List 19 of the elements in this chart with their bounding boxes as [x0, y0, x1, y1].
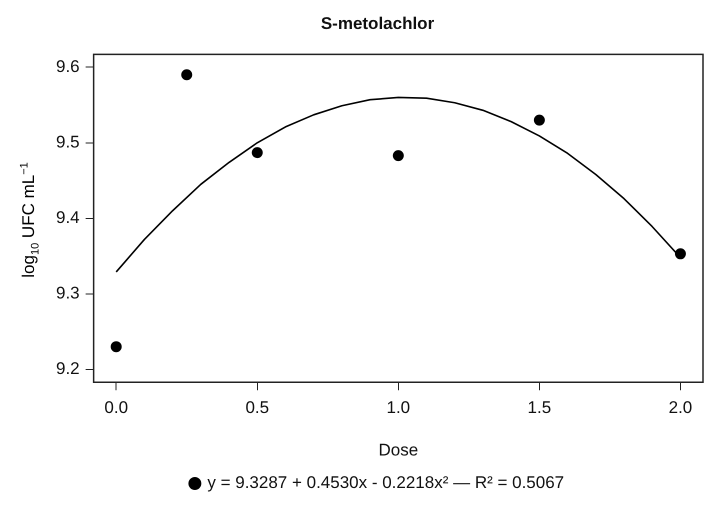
x-axis-title: Dose: [378, 440, 418, 460]
x-tick-label: 0.5: [245, 398, 270, 418]
y-tick-label: 9.2: [56, 359, 80, 378]
legend-label: y = 9.3287 + 0.4530x - 0.2218x² — R² = 0.5067: [207, 473, 564, 492]
point: [392, 150, 404, 162]
x-tick-label: 2.0: [668, 398, 692, 418]
x-tick-label: 0.0: [104, 398, 128, 418]
point: [534, 114, 545, 126]
x-tick-label: 1.0: [386, 398, 410, 418]
chart-title: S-metolachlor: [320, 14, 435, 33]
point: [252, 147, 263, 158]
point: [181, 69, 192, 80]
point: [674, 248, 686, 260]
x-tick-label: 1.5: [528, 398, 552, 418]
y-tick-label: 9.6: [56, 56, 80, 76]
y-tick-label: 9.3: [56, 284, 80, 303]
point: [110, 341, 122, 352]
y-tick-label: 9.4: [56, 208, 80, 227]
y-tick-label: 9.5: [56, 132, 80, 152]
